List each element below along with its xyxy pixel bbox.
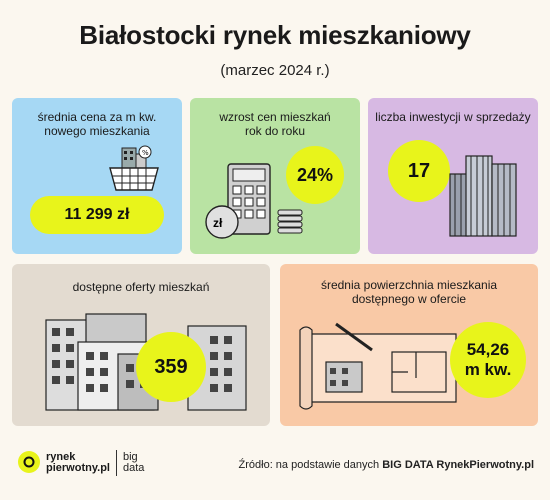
area-unit: m kw. bbox=[464, 360, 512, 379]
card-offers: dostępne oferty mieszkań 359 bbox=[12, 264, 270, 426]
brand-line-2: pierwotny.pl bbox=[46, 462, 110, 474]
brand-line-1: rynek bbox=[46, 451, 76, 463]
offers-value-badge: 359 bbox=[136, 332, 206, 402]
area-value: 54,26 bbox=[466, 340, 510, 359]
price-value-badge: 11 299 zł bbox=[30, 196, 164, 234]
card-label: średnia cena za m kw. bbox=[37, 110, 157, 124]
page-title: Białostocki rynek mieszkaniowy bbox=[79, 20, 471, 50]
investments-value-badge: 17 bbox=[388, 140, 450, 202]
apartment-blocks-icon bbox=[45, 313, 247, 411]
card-average-area: średnia powierzchnia mieszkania dostępne… bbox=[280, 264, 538, 426]
blueprint-icon bbox=[299, 322, 457, 410]
source-note: Źródło: na podstawie danych BIG DATA Ryn… bbox=[239, 459, 534, 471]
source-prefix: Źródło: na podstawie danych bbox=[238, 459, 383, 471]
footer-divider bbox=[116, 450, 117, 476]
area-value-badge: 54,26 m kw. bbox=[450, 322, 526, 398]
card-label: dostępnego w ofercie bbox=[351, 292, 467, 306]
card-price-growth: wzrost cen mieszkań rok do roku zł 24% bbox=[190, 98, 360, 254]
card-label: rok do roku bbox=[244, 124, 306, 138]
skyscrapers-icon bbox=[449, 155, 517, 237]
bigdata-line-1: big bbox=[123, 451, 138, 463]
calculator-coins-icon: zł bbox=[205, 163, 303, 239]
card-label: nowego mieszkania bbox=[44, 124, 150, 138]
card-average-price: średnia cena za m kw. nowego mieszkania … bbox=[12, 98, 182, 254]
brand-name[interactable]: rynek pierwotny.pl bbox=[46, 452, 110, 474]
svg-text:zł: zł bbox=[213, 216, 223, 230]
card-label: średnia powierzchnia mieszkania bbox=[320, 278, 498, 292]
card-investments: liczba inwestycji w sprzedaży 17 bbox=[368, 98, 538, 254]
growth-value-badge: 24% bbox=[286, 146, 344, 204]
house-basket-icon: % bbox=[109, 145, 159, 191]
svg-text:%: % bbox=[142, 149, 149, 157]
page-subtitle: (marzec 2024 r.) bbox=[220, 62, 330, 79]
brand-logo-icon[interactable] bbox=[18, 451, 40, 473]
bigdata-label: big data bbox=[123, 452, 144, 474]
bigdata-line-2: data bbox=[123, 462, 145, 474]
source-bold: BIG DATA RynekPierwotny.pl bbox=[382, 459, 534, 471]
card-label: wzrost cen mieszkań bbox=[219, 110, 331, 124]
card-label: liczba inwestycji w sprzedaży bbox=[375, 110, 531, 124]
card-label: dostępne oferty mieszkań bbox=[72, 280, 210, 294]
